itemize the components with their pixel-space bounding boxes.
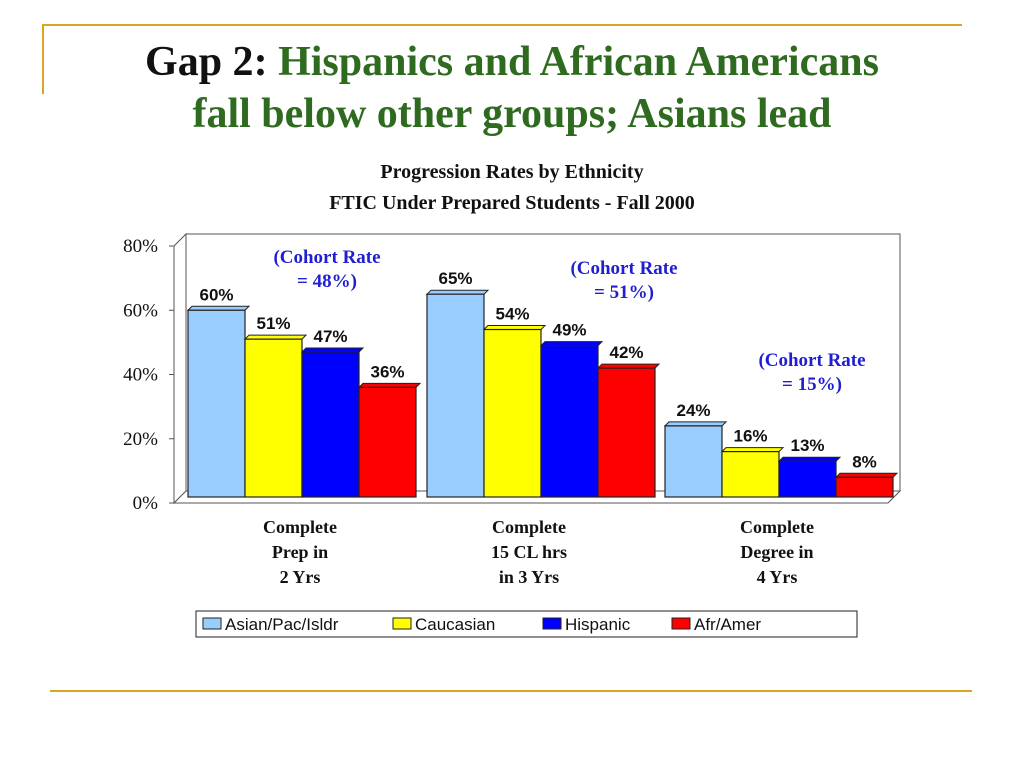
bar [426, 293, 485, 498]
bar-value-label: 42% [609, 343, 643, 362]
bar [664, 425, 723, 498]
bar-value-label: 16% [733, 427, 767, 446]
bar-value-label: 13% [790, 436, 824, 455]
bar [358, 386, 417, 498]
x-category-label: 4 Yrs [757, 567, 798, 587]
bar-top-face [720, 447, 785, 453]
bar [835, 476, 894, 498]
top-accent-line [42, 24, 962, 26]
bar-value-label: 54% [495, 305, 529, 324]
legend-label: Hispanic [565, 615, 631, 634]
cohort-rate-annotation: (Cohort Rate [273, 247, 380, 268]
cohort-rate-annotation: = 15%) [782, 374, 842, 395]
bar [721, 451, 780, 498]
cohort-annotations: (Cohort Rate = 48%) (Cohort Rate = 51%) (Coh… [273, 247, 865, 395]
cohort-rate-annotation: = 48%) [297, 271, 357, 292]
bar-value-label: 51% [256, 314, 290, 333]
bar [187, 309, 246, 498]
x-category-label: Complete [492, 517, 566, 537]
x-axis-labels: Complete Prep in 2 Yrs Complete 15 CL hrs in … [263, 517, 814, 587]
bar-value-label: 36% [370, 362, 404, 381]
y-tick-label: 60% [123, 300, 158, 321]
chart-subtitle: FTIC Under Prepared Students - Fall 2000 [329, 192, 695, 214]
slide-title-line-1: Gap 2: Hispanics and African Americans [0, 36, 1024, 88]
bars: 60% 65% 24% 51% 54% 16% 47% 49% 13% 36% 42% 8% [186, 269, 899, 498]
bar [483, 328, 542, 498]
bar-top-face [425, 289, 490, 295]
bar-top-face [357, 382, 422, 388]
bar-top-face [186, 305, 251, 311]
legend-box [195, 610, 858, 638]
slide-title-text-1: Hispanics and African Americans [278, 39, 879, 85]
bar-top-face [777, 456, 842, 462]
legend-swatch [671, 617, 691, 630]
bar [778, 460, 837, 498]
slide-title-lead: Gap 2 [145, 39, 254, 85]
y-tick-label: 40% [123, 365, 158, 386]
legend-label: Afr/Amer [694, 615, 761, 634]
bottom-accent-line [50, 690, 972, 692]
bar-value-label: 8% [852, 452, 877, 471]
x-category-label: in 3 Yrs [499, 567, 559, 587]
legend-label: Caucasian [415, 615, 495, 634]
slide-title: Gap 2: Hispanics and African Americans f… [0, 36, 1024, 140]
bar [301, 351, 360, 498]
bar [244, 338, 303, 498]
x-category-label: 15 CL hrs [491, 542, 567, 562]
chart-title: Progression Rates by Ethnicity [380, 161, 643, 183]
bar-value-label: 24% [676, 401, 710, 420]
legend-swatch [542, 617, 562, 630]
x-category-label: Complete [263, 517, 337, 537]
x-category-label: Complete [740, 517, 814, 537]
bar [540, 344, 599, 498]
legend-swatch [202, 617, 222, 630]
y-tick-label: 0% [133, 493, 159, 514]
bar [597, 367, 656, 498]
cohort-rate-annotation: (Cohort Rate [570, 258, 677, 279]
legend-swatch [392, 617, 412, 630]
bar-top-face [539, 341, 604, 347]
left-accent-line [42, 24, 44, 94]
x-category-label: Prep in [272, 542, 328, 562]
legend: Asian/Pac/Isldr Caucasian Hispanic Afr/Amer [195, 610, 858, 638]
slide-title-colon: : [253, 39, 268, 85]
cohort-rate-annotation: (Cohort Rate [758, 350, 865, 371]
bar-value-label: 47% [313, 327, 347, 346]
y-tick-label: 80% [123, 236, 158, 257]
bar-value-label: 60% [199, 285, 233, 304]
bar-value-label: 65% [438, 269, 472, 288]
bar-top-face [834, 472, 899, 478]
x-category-label: Degree in [740, 542, 813, 562]
bar-value-label: 49% [552, 321, 586, 340]
bar-top-face [482, 325, 547, 331]
plot-left-wall [173, 232, 187, 505]
cohort-rate-annotation: = 51%) [594, 282, 654, 303]
y-tick-label: 20% [123, 429, 158, 450]
slide-title-line-2: fall below other groups; Asians lead [192, 91, 832, 137]
legend-label: Asian/Pac/Isldr [225, 615, 339, 634]
y-axis: 0% 20% 40% 60% 80% [123, 236, 174, 514]
x-category-label: 2 Yrs [280, 567, 321, 587]
